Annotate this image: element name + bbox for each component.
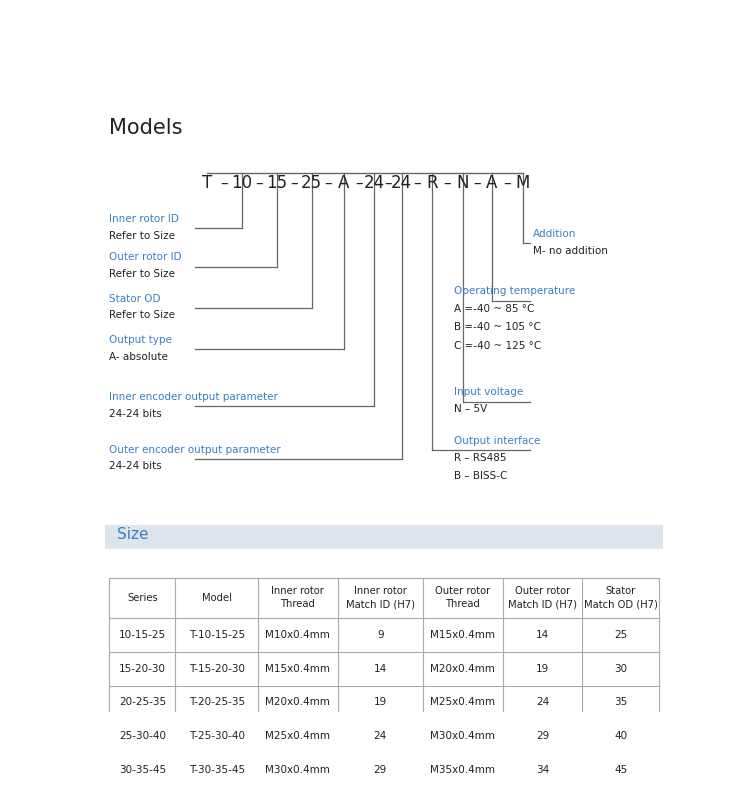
Text: 29: 29 (536, 731, 549, 742)
Text: A- absolute: A- absolute (110, 352, 168, 362)
Text: –: – (220, 176, 228, 191)
Text: Size: Size (117, 527, 148, 542)
Text: N: N (457, 174, 469, 193)
Text: 15: 15 (266, 174, 287, 193)
Text: –: – (444, 176, 452, 191)
Text: 24: 24 (374, 731, 387, 742)
Text: –: – (324, 176, 332, 191)
Text: Stator
Match OD (H7): Stator Match OD (H7) (584, 586, 658, 610)
Text: M: M (515, 174, 530, 193)
Text: 25: 25 (302, 174, 322, 193)
Text: 19: 19 (536, 663, 549, 674)
Text: M10x0.4mm: M10x0.4mm (266, 630, 330, 640)
Text: –: – (473, 176, 482, 191)
Text: –: – (503, 176, 511, 191)
Text: Series: Series (127, 593, 158, 602)
Text: 24-24 bits: 24-24 bits (110, 409, 162, 419)
Text: M20x0.4mm: M20x0.4mm (266, 698, 330, 707)
Text: T-20-25-35: T-20-25-35 (188, 698, 244, 707)
Text: 24-24 bits: 24-24 bits (110, 462, 162, 471)
Text: M25x0.4mm: M25x0.4mm (266, 731, 330, 742)
Text: 30-35-45: 30-35-45 (118, 766, 166, 775)
Text: Refer to Size: Refer to Size (110, 269, 176, 279)
Text: –: – (384, 176, 392, 191)
Text: B – BISS-C: B – BISS-C (454, 471, 508, 481)
Text: 25-30-40: 25-30-40 (119, 731, 166, 742)
Text: Outer rotor
Thread: Outer rotor Thread (435, 586, 490, 610)
Text: A: A (486, 174, 497, 193)
Text: 24: 24 (364, 174, 385, 193)
Bar (110, 578, 659, 787)
Text: N – 5V: N – 5V (454, 404, 488, 414)
Text: Inner rotor
Match ID (H7): Inner rotor Match ID (H7) (346, 586, 415, 610)
Text: 35: 35 (614, 698, 628, 707)
Text: M30x0.4mm: M30x0.4mm (430, 731, 495, 742)
Text: Outer encoder output parameter: Outer encoder output parameter (110, 445, 281, 454)
Text: 10-15-25: 10-15-25 (118, 630, 166, 640)
Text: A =-40 ~ 85 °C: A =-40 ~ 85 °C (454, 303, 535, 314)
Text: T-30-35-45: T-30-35-45 (188, 766, 244, 775)
Text: M15x0.4mm: M15x0.4mm (430, 630, 495, 640)
Text: –: – (256, 176, 263, 191)
Text: M20x0.4mm: M20x0.4mm (430, 663, 495, 674)
Text: R – RS485: R – RS485 (454, 453, 507, 462)
Text: 45: 45 (614, 766, 628, 775)
Text: M15x0.4mm: M15x0.4mm (266, 663, 330, 674)
Text: –: – (413, 176, 421, 191)
Text: Inner encoder output parameter: Inner encoder output parameter (110, 392, 278, 402)
Text: Models: Models (110, 118, 183, 138)
Text: Refer to Size: Refer to Size (110, 231, 176, 241)
Text: T-15-20-30: T-15-20-30 (189, 663, 244, 674)
Text: 14: 14 (536, 630, 549, 640)
Text: 25: 25 (614, 630, 628, 640)
Text: Addition: Addition (532, 229, 576, 239)
Text: T: T (202, 174, 212, 193)
Text: M35x0.4mm: M35x0.4mm (430, 766, 495, 775)
Text: B =-40 ~ 105 °C: B =-40 ~ 105 °C (454, 322, 541, 332)
Text: Model: Model (202, 593, 232, 602)
Text: Inner rotor
Thread: Inner rotor Thread (272, 586, 324, 610)
Text: 40: 40 (614, 731, 628, 742)
Text: 24: 24 (392, 174, 412, 193)
Text: Output type: Output type (110, 335, 172, 345)
Text: A: A (338, 174, 350, 193)
Text: –: – (356, 176, 363, 191)
Text: M30x0.4mm: M30x0.4mm (266, 766, 330, 775)
Text: M25x0.4mm: M25x0.4mm (430, 698, 495, 707)
Text: –: – (290, 176, 298, 191)
Text: C =-40 ~ 125 °C: C =-40 ~ 125 °C (454, 341, 542, 350)
Text: Operating temperature: Operating temperature (454, 286, 575, 296)
Text: Output interface: Output interface (454, 436, 541, 446)
Text: 30: 30 (614, 663, 628, 674)
Text: R: R (426, 174, 438, 193)
Text: 19: 19 (374, 698, 387, 707)
Text: M- no addition: M- no addition (532, 246, 608, 256)
Text: 24: 24 (536, 698, 549, 707)
Bar (105, 526, 663, 549)
Text: Inner rotor ID: Inner rotor ID (110, 214, 179, 224)
Text: 9: 9 (377, 630, 383, 640)
Text: 34: 34 (536, 766, 549, 775)
Text: 15-20-30: 15-20-30 (119, 663, 166, 674)
Text: T-25-30-40: T-25-30-40 (189, 731, 244, 742)
Text: 10: 10 (232, 174, 253, 193)
Text: Stator OD: Stator OD (110, 294, 161, 303)
Text: 29: 29 (374, 766, 387, 775)
Text: Outer rotor ID: Outer rotor ID (110, 252, 182, 262)
Text: 20-25-35: 20-25-35 (118, 698, 166, 707)
Text: T-10-15-25: T-10-15-25 (188, 630, 244, 640)
Text: 14: 14 (374, 663, 387, 674)
Text: Refer to Size: Refer to Size (110, 310, 176, 320)
Text: Outer rotor
Match ID (H7): Outer rotor Match ID (H7) (508, 586, 577, 610)
Text: Input voltage: Input voltage (454, 387, 524, 398)
